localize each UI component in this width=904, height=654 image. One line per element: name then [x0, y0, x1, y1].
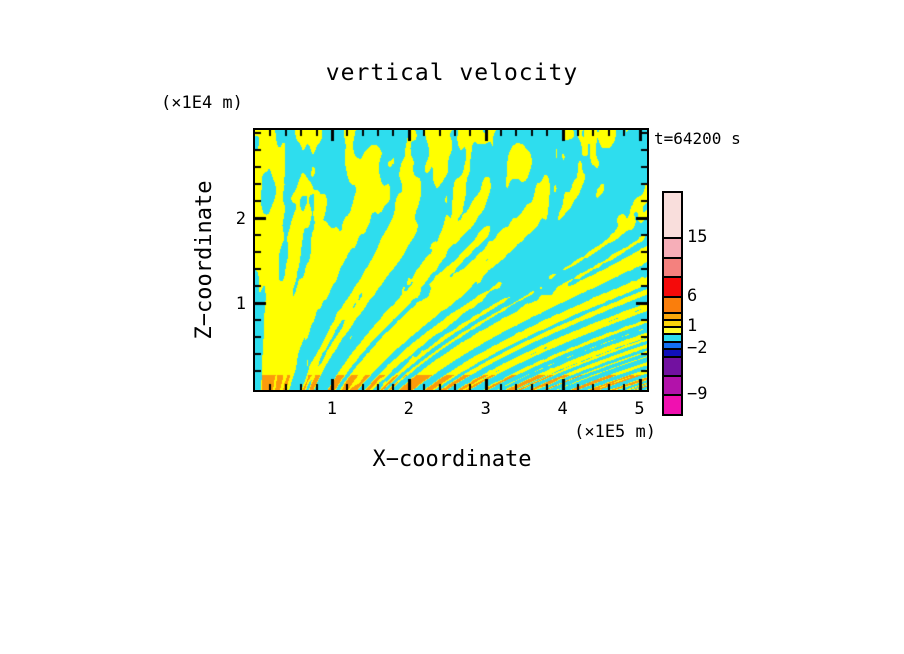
colorbar-segment	[664, 326, 681, 333]
colorbar-segment	[664, 237, 681, 257]
x-axis-unit: (×1E5 m)	[574, 422, 656, 442]
colorbar-label: −9	[687, 384, 708, 404]
x-axis-title: X−coordinate	[372, 447, 532, 472]
colorbar	[662, 191, 683, 416]
colorbar-segment	[664, 394, 681, 414]
colorbar-segment	[664, 193, 681, 237]
colorbar-segment	[664, 348, 681, 356]
colorbar-segment	[664, 333, 681, 341]
x-tick-label: 5	[634, 399, 645, 419]
colorbar-segment	[664, 341, 681, 348]
x-tick-label: 3	[480, 399, 491, 419]
x-tick-label: 1	[326, 399, 338, 419]
colorbar-segment	[664, 276, 681, 296]
colorbar-segment	[664, 319, 681, 326]
x-tick-label: 2	[403, 399, 414, 419]
x-tick-label: 4	[557, 399, 568, 419]
heatmap-canvas	[255, 130, 647, 390]
colorbar-label: 1	[687, 316, 698, 336]
colorbar-segment	[664, 312, 681, 319]
colorbar-segment	[664, 356, 681, 375]
colorbar-segment	[664, 296, 681, 312]
heatmap-frame	[253, 128, 649, 392]
plot-title: vertical velocity	[325, 60, 579, 86]
colorbar-label: 6	[687, 286, 698, 306]
colorbar-segment	[664, 375, 681, 394]
colorbar-segment	[664, 257, 681, 276]
colorbar-label: 15	[687, 227, 708, 247]
y-axis-title: Z−coordinate	[192, 180, 217, 340]
colorbar-label: −2	[687, 338, 708, 358]
y-tick-label: 1	[235, 294, 246, 314]
time-annotation: t=64200 s	[654, 129, 741, 148]
y-axis-unit: (×1E4 m)	[161, 93, 243, 113]
y-tick-label: 2	[235, 209, 246, 229]
